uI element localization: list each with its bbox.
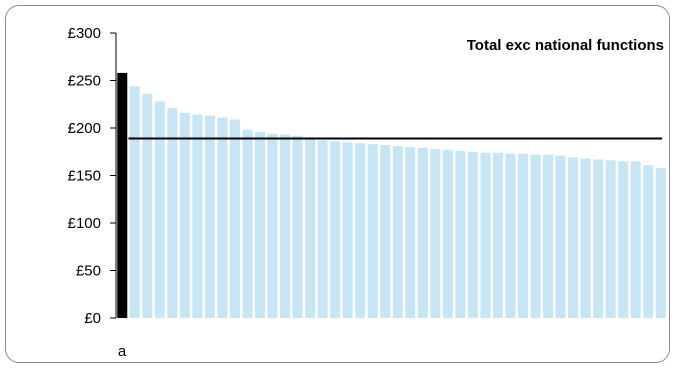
bar <box>417 147 428 318</box>
bar <box>242 129 253 318</box>
y-tick-label: £150 <box>68 168 101 185</box>
bar <box>380 145 391 318</box>
bar <box>142 93 153 318</box>
bar <box>292 135 303 318</box>
bar <box>480 152 491 318</box>
bar <box>229 119 240 318</box>
bar <box>555 155 566 318</box>
bar-highlighted <box>117 72 128 319</box>
chart-title: Total exc national functions <box>467 37 664 54</box>
bar <box>430 148 441 318</box>
x-tick-label: a <box>118 343 127 360</box>
bar <box>192 114 203 318</box>
bar <box>455 150 466 318</box>
bar <box>543 154 554 318</box>
bar <box>317 140 328 318</box>
bar <box>505 153 516 318</box>
bar <box>204 115 215 319</box>
bar <box>280 134 291 318</box>
bar <box>330 141 341 318</box>
bar <box>405 147 416 318</box>
bar <box>618 161 629 318</box>
bar <box>355 143 366 318</box>
bar <box>179 112 190 318</box>
bar <box>129 86 140 318</box>
bar <box>255 131 266 318</box>
bar <box>342 142 353 318</box>
y-tick-label: £0 <box>84 310 101 327</box>
bar <box>154 101 165 319</box>
y-ticks-group: £300 £250 £200 £150 £100 £50 £0 <box>68 25 116 327</box>
bar <box>467 151 478 318</box>
y-tick-label: £50 <box>76 263 101 280</box>
bar <box>517 153 528 318</box>
bar <box>643 165 654 318</box>
bar <box>530 154 541 318</box>
bar <box>305 138 316 318</box>
bar <box>442 149 453 318</box>
bar <box>580 158 591 318</box>
bar <box>217 117 228 318</box>
bar <box>655 167 666 318</box>
bar <box>167 108 178 318</box>
bar <box>492 152 503 318</box>
bar <box>593 159 604 318</box>
bar <box>392 146 403 318</box>
y-tick-label: £250 <box>68 73 101 90</box>
y-tick-label: £300 <box>68 25 101 42</box>
bar <box>267 133 278 318</box>
bar <box>605 160 616 318</box>
y-tick-label: £200 <box>68 120 101 137</box>
bar <box>630 161 641 318</box>
y-tick-label: £100 <box>68 215 101 232</box>
bar <box>367 144 378 318</box>
bar <box>568 157 579 318</box>
bars-group <box>117 72 666 319</box>
